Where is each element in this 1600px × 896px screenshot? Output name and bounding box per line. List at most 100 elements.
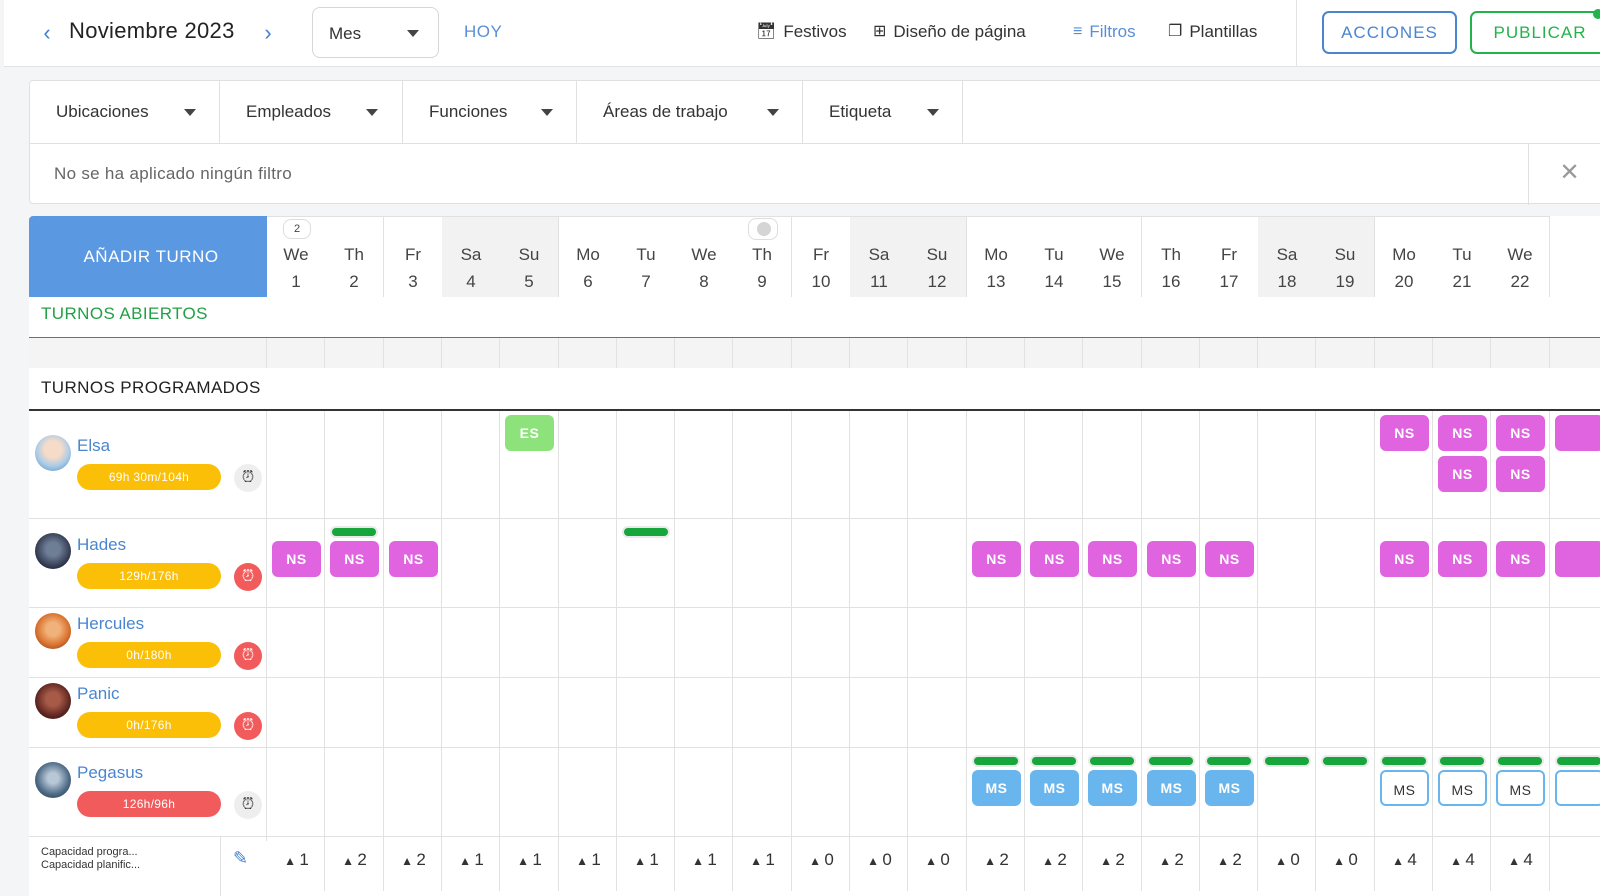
alarm-clock-icon[interactable]: ⏰︎ [234,464,262,492]
clear-filters-close-icon[interactable]: ✕ [1528,144,1600,205]
availability-indicator[interactable] [1090,757,1134,765]
filter-tag-label: Etiqueta [829,102,892,121]
holidays-button[interactable]: 📅︎ Festivos [756,22,847,42]
add-shift-button[interactable]: AÑADIR TURNO [29,216,273,297]
holidays-label: Festivos [783,22,847,41]
shift-ms[interactable]: MS [1147,770,1196,806]
availability-indicator[interactable] [624,528,668,536]
day-header-6[interactable]: Mo 6 [559,216,618,297]
availability-indicator[interactable] [1382,757,1426,765]
shift-ns[interactable]: NS [1088,541,1137,577]
shift-ns[interactable]: NS [1147,541,1196,577]
availability-indicator[interactable] [1207,757,1251,765]
availability-indicator[interactable] [1323,757,1367,765]
day-header-10[interactable]: Fr 10 [792,216,851,297]
day-header-19[interactable]: Su 19 [1316,216,1375,297]
shift-ns[interactable]: NS [1496,415,1545,451]
employee-name-elsa[interactable]: Elsa [77,436,111,455]
day-header-4[interactable]: Sa 4 [442,216,501,297]
shift-ms[interactable]: MS [1438,770,1487,806]
shift-ns[interactable]: NS [1496,456,1545,492]
publish-button[interactable]: PUBLICAR [1470,11,1600,54]
shift-ns[interactable]: NS [1380,415,1429,451]
availability-indicator[interactable] [1557,757,1600,765]
availability-indicator[interactable] [974,757,1018,765]
availability-indicator[interactable] [1498,757,1542,765]
availability-indicator[interactable] [1149,757,1193,765]
grid-line [732,411,733,891]
day-header-3[interactable]: Fr 3 [384,216,443,297]
shift-ms[interactable]: MS [1088,770,1137,806]
availability-indicator[interactable] [332,528,376,536]
shift-ns[interactable]: NS [389,541,438,577]
shift-ns[interactable]: NS [1030,541,1079,577]
day-header-2[interactable]: Th 2 [325,216,384,297]
shift-es[interactable]: ES [505,415,554,451]
filter-work-areas-dropdown[interactable]: Áreas de trabajo [577,81,803,143]
day-header-7[interactable]: Tu 7 [617,216,676,297]
shift-ms[interactable]: MS [1380,770,1429,806]
shift-ms[interactable]: MS [1030,770,1079,806]
edit-capacity-pencil-icon[interactable]: ✎ [233,848,249,868]
day-header-8[interactable]: We 8 [675,216,734,297]
filter-locations-dropdown[interactable]: Ubicaciones [30,81,220,143]
shift-ns[interactable]: NS [1438,415,1487,451]
page-layout-button[interactable]: ⊞ Diseño de página [873,22,1026,42]
day-header-16[interactable]: Th 16 [1142,216,1201,297]
employee-name-hercules[interactable]: Hercules [77,614,145,633]
day-header-5[interactable]: Su 5 [500,216,559,297]
shift-ms[interactable] [1555,770,1600,806]
employee-name-pegasus[interactable]: Pegasus [77,763,144,782]
next-month-button[interactable]: › [264,20,272,45]
availability-indicator[interactable] [1032,757,1076,765]
alarm-clock-icon[interactable]: ⏰︎ [234,563,262,591]
availability-indicator[interactable] [1440,757,1484,765]
shift-ns[interactable]: NS [1380,541,1429,577]
day-header-15[interactable]: We 15 [1083,216,1142,297]
shift-ms[interactable]: MS [1496,770,1545,806]
day-header-14[interactable]: Tu 14 [1025,216,1084,297]
actions-button[interactable]: ACCIONES [1322,11,1457,54]
shift-ns[interactable]: NS [972,541,1021,577]
alarm-clock-icon[interactable]: ⏰︎ [234,642,262,670]
shift-ms[interactable]: MS [1205,770,1254,806]
view-select[interactable]: Mes [312,7,439,58]
day-header-20[interactable]: Mo 20 [1375,216,1434,297]
employee-name-hades[interactable]: Hades [77,535,127,554]
day-header-21[interactable]: Tu 21 [1433,216,1492,297]
today-button[interactable]: HOY [464,22,503,41]
employee-name-panic[interactable]: Panic [77,684,120,703]
previous-month-button[interactable]: ‹ [43,20,51,45]
shift-ns[interactable]: NS [1438,456,1487,492]
templates-button[interactable]: ❐ Plantillas [1168,22,1257,42]
filter-employees-dropdown[interactable]: Empleados [220,81,403,143]
day-header-9[interactable]: Th 9 [733,216,792,297]
day-header-12[interactable]: Su 12 [908,216,967,297]
shift-ms[interactable]: MS [972,770,1021,806]
shift-ns[interactable]: NS [1438,541,1487,577]
open-shifts-row[interactable] [29,338,1600,368]
capacity-count: 1 [707,850,717,869]
shift-ns[interactable]: NS [1496,541,1545,577]
availability-indicator[interactable] [1265,757,1309,765]
day-header-17[interactable]: Fr 17 [1200,216,1259,297]
filter-functions-dropdown[interactable]: Funciones [403,81,577,143]
filters-button[interactable]: ≡ Filtros [1073,22,1136,42]
shift-ns[interactable]: NS [272,541,321,577]
filter-tag-dropdown[interactable]: Etiqueta [803,81,963,143]
alarm-clock-icon[interactable]: ⏰︎ [234,791,262,819]
alarm-clock-icon[interactable]: ⏰︎ [234,712,262,740]
day-header-18[interactable]: Sa 18 [1258,216,1317,297]
filter-functions-label: Funciones [429,102,508,121]
day-header-13[interactable]: Mo 13 [967,216,1026,297]
day-header-1[interactable]: 2 We 1 [267,216,326,297]
shift-ns[interactable]: NS [330,541,379,577]
person-icon: ▲ [634,854,650,868]
shift-ns[interactable] [1555,415,1600,451]
day-of-week-label: Su [518,245,540,264]
day-header-22[interactable]: We 22 [1491,216,1550,297]
calendar-icon: 📅︎ [756,23,777,40]
shift-ns[interactable]: NS [1205,541,1254,577]
shift-ns[interactable] [1555,541,1600,577]
day-header-11[interactable]: Sa 11 [850,216,909,297]
